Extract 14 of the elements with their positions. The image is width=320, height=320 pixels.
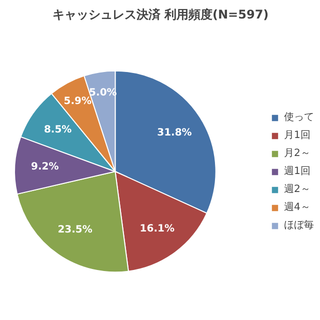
legend-label: 週2～ — [284, 183, 310, 196]
legend-label: 使って — [284, 111, 314, 124]
data-label: 31.8% — [157, 127, 192, 138]
chart-title: キャッシュレス決済 利用頻度(N=597) — [52, 8, 269, 22]
data-label: 5.9% — [64, 96, 92, 108]
data-label: 9.2% — [31, 162, 59, 173]
legend-label: 週4～ — [284, 201, 310, 214]
legend-label: 月2～ — [284, 147, 310, 160]
data-label: 23.5% — [58, 224, 92, 236]
legend-label: 週1回 — [284, 165, 310, 178]
legend-label: ほぼ毎 — [284, 219, 314, 232]
data-label: 16.1% — [140, 223, 175, 234]
data-label: 8.5% — [44, 124, 72, 136]
legend-label: 月1回 — [284, 129, 310, 142]
